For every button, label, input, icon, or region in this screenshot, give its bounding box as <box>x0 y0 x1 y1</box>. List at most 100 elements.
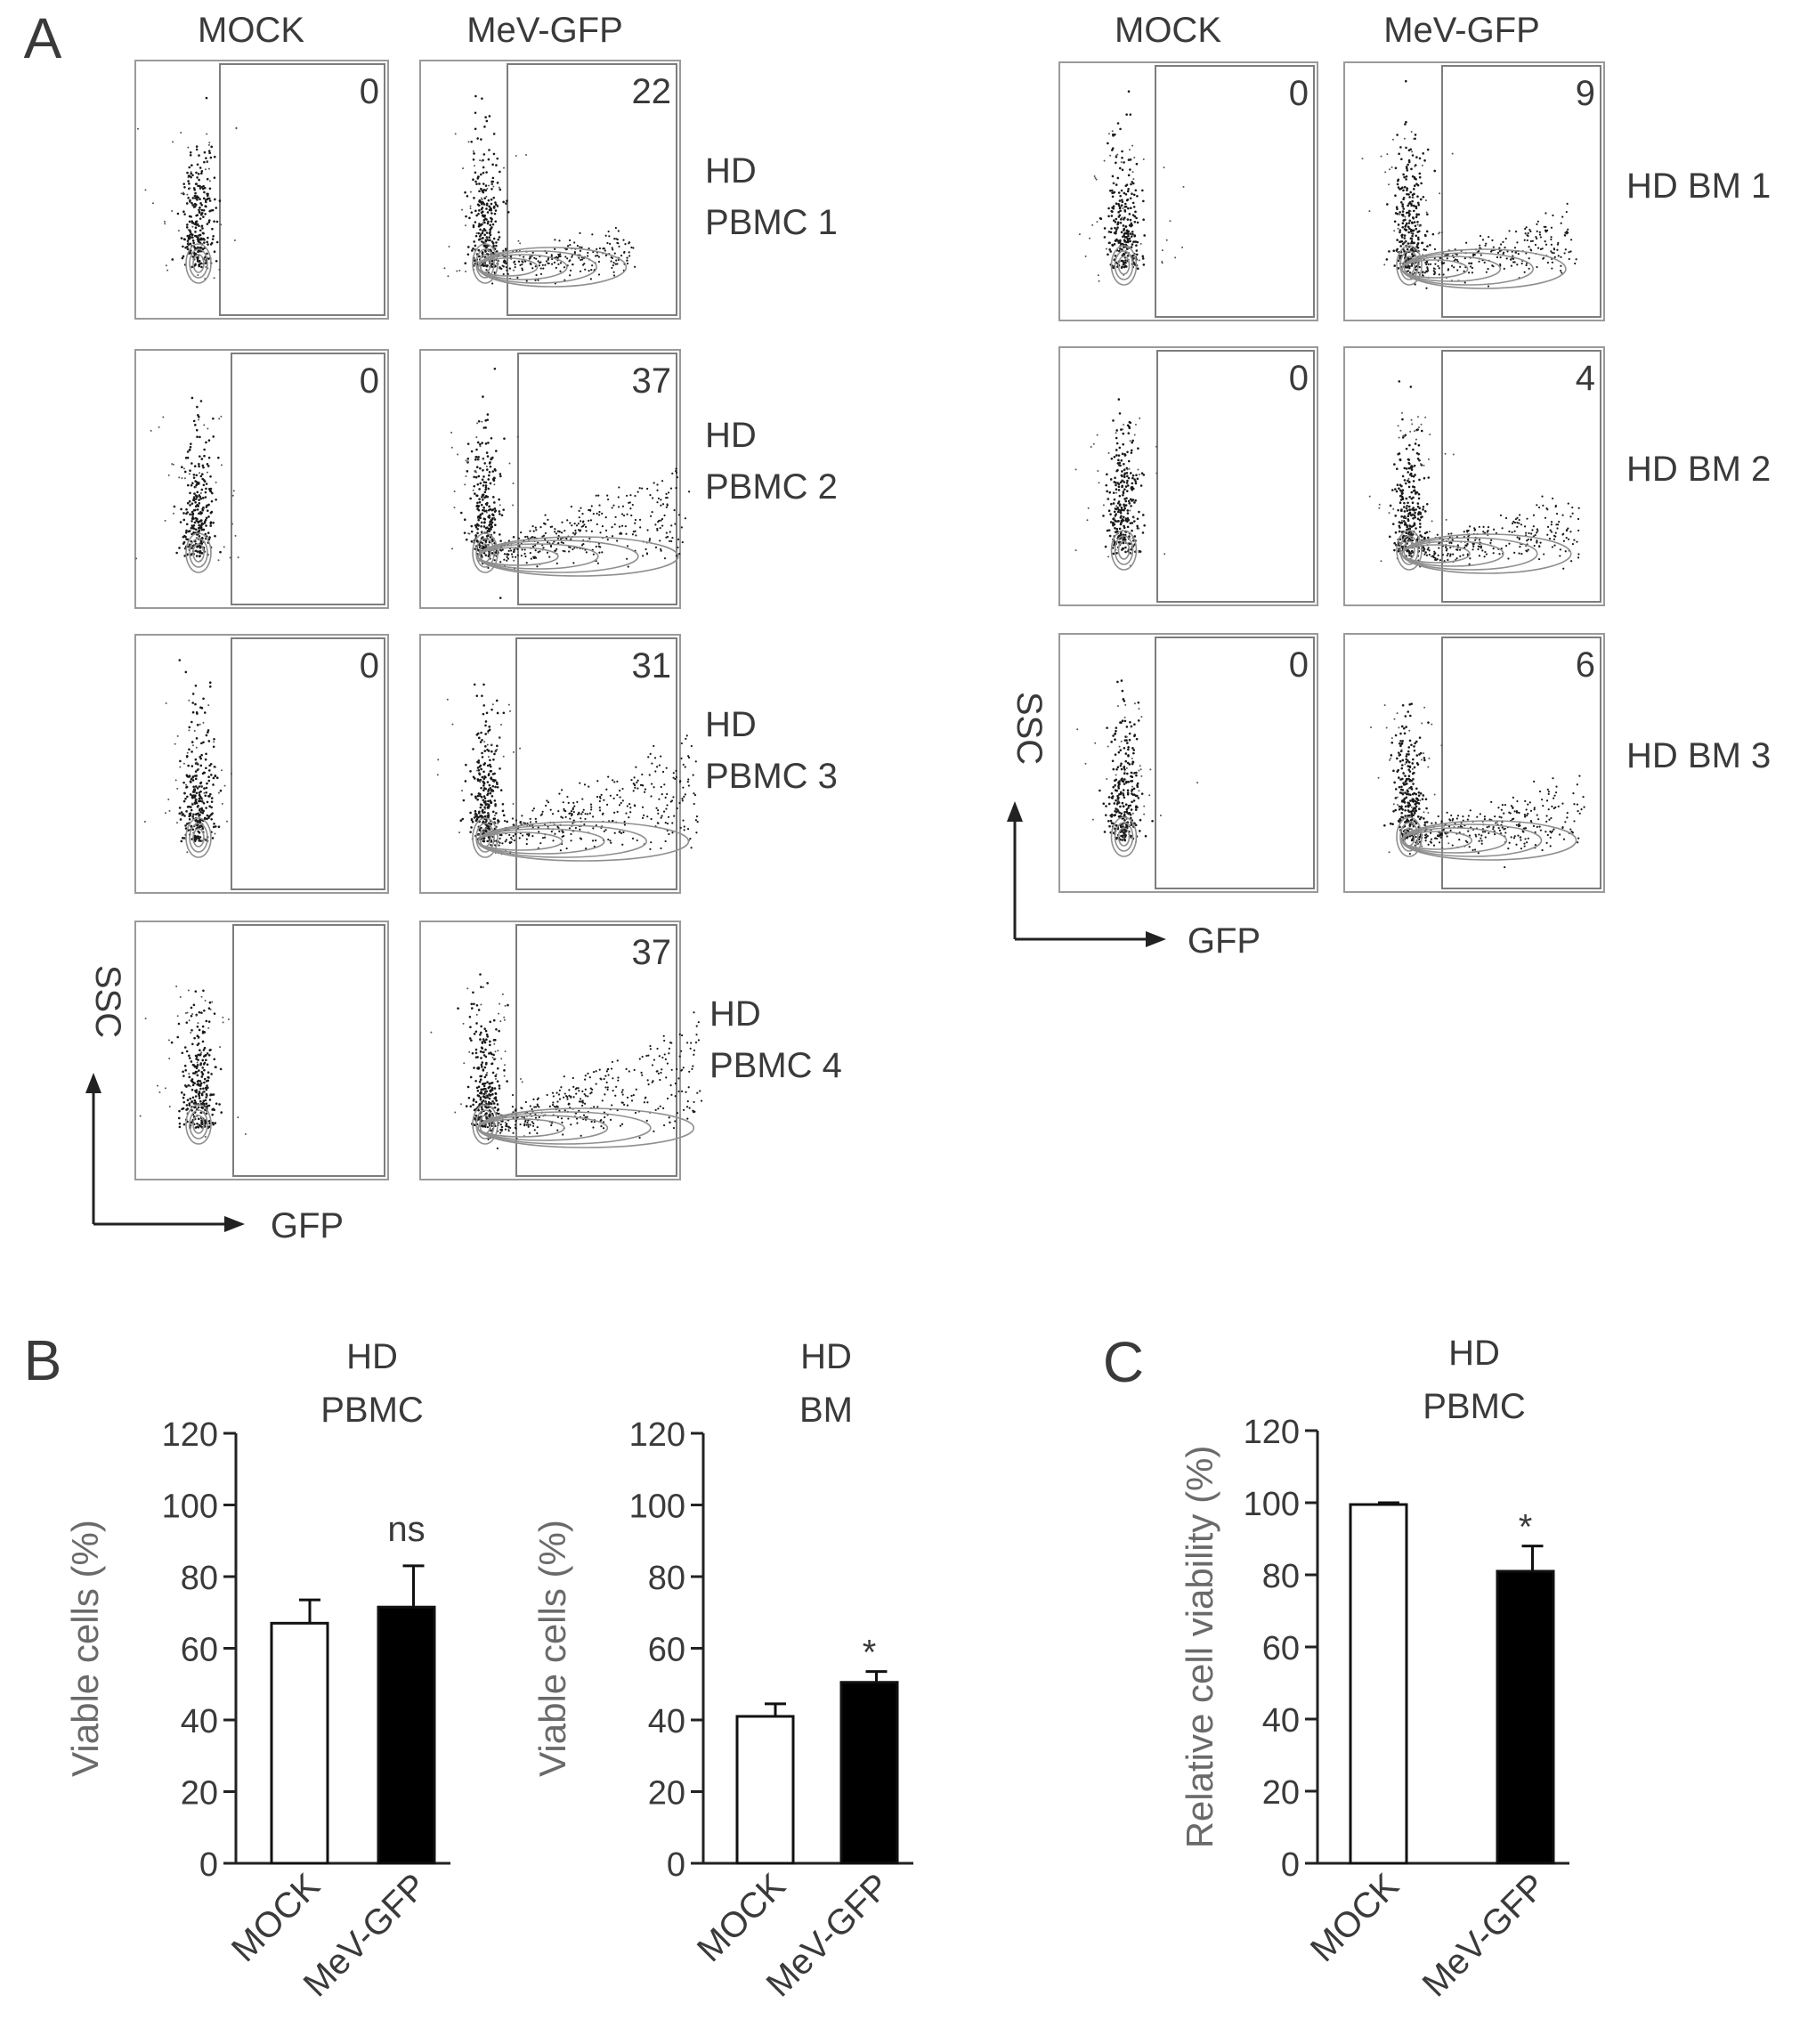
event-dot <box>1394 194 1397 198</box>
event-dot <box>575 524 579 527</box>
event-dot <box>486 187 489 190</box>
event-dot <box>208 219 211 222</box>
event-dot <box>183 470 187 474</box>
event-dot <box>1454 258 1457 261</box>
event-dot <box>198 499 200 501</box>
event-dot <box>553 1105 555 1108</box>
event-dot <box>172 141 174 143</box>
event-dot <box>436 774 439 776</box>
event-dot <box>207 531 210 534</box>
event-dot <box>566 257 569 260</box>
event-dot <box>1415 215 1418 219</box>
event-dot <box>569 817 572 820</box>
event-dot <box>203 448 206 451</box>
event-dot <box>659 1105 661 1107</box>
event-dot <box>199 755 202 758</box>
event-dot <box>478 224 481 227</box>
event-dot <box>656 822 659 824</box>
event-dot <box>207 1007 211 1010</box>
event-dot <box>1415 205 1418 208</box>
event-dot <box>1416 195 1419 198</box>
event-dot <box>514 266 516 269</box>
event-dot <box>199 208 201 211</box>
event-dot <box>180 132 182 134</box>
event-dot <box>1385 258 1389 261</box>
event-dot <box>208 536 211 539</box>
event-dot <box>1402 207 1406 210</box>
event-dot <box>1138 551 1140 554</box>
event-dot <box>202 209 206 212</box>
event-dot <box>195 1058 198 1060</box>
event-dot <box>537 279 539 281</box>
event-dot <box>465 215 467 218</box>
event-dot <box>581 513 584 515</box>
event-dot <box>514 1126 517 1129</box>
event-dot <box>1138 510 1140 514</box>
event-dot <box>555 1091 558 1094</box>
event-dot <box>496 1108 499 1112</box>
event-dot <box>215 498 217 501</box>
event-dot <box>559 849 562 852</box>
event-dot <box>601 551 604 554</box>
event-dot <box>547 518 549 521</box>
event-dot <box>498 1012 500 1015</box>
event-dot <box>508 833 511 836</box>
event-dot <box>555 1105 558 1107</box>
event-dot <box>199 1111 203 1115</box>
event-dot <box>469 1026 472 1029</box>
event-dot <box>1115 436 1118 440</box>
event-dot <box>529 256 531 258</box>
event-dot <box>195 495 199 498</box>
event-dot <box>184 824 187 827</box>
event-dot <box>491 703 494 706</box>
contour-line <box>192 828 205 848</box>
event-dot <box>482 777 486 781</box>
event-dot <box>654 1108 657 1111</box>
event-dot <box>661 1056 664 1059</box>
event-dot <box>1115 527 1119 531</box>
event-dot <box>188 726 191 729</box>
event-dot <box>634 1111 637 1115</box>
event-dot <box>473 240 475 243</box>
event-dot <box>1122 207 1124 209</box>
event-dot <box>204 1054 207 1057</box>
event-dot <box>477 175 480 178</box>
event-dot <box>527 1125 530 1128</box>
event-dot <box>582 808 585 811</box>
event-dot <box>178 659 182 661</box>
event-dot <box>208 805 211 808</box>
event-dot <box>493 1106 497 1109</box>
event-dot <box>603 799 605 801</box>
event-dot <box>579 270 582 272</box>
event-dot <box>492 1102 496 1105</box>
event-dot <box>1487 268 1489 271</box>
event-dot <box>1395 206 1399 208</box>
event-dot <box>491 180 493 183</box>
event-dot <box>476 794 480 798</box>
event-dot <box>139 1115 142 1117</box>
event-dot <box>699 1090 701 1092</box>
event-dot <box>1123 424 1125 426</box>
event-dot <box>494 844 497 847</box>
event-dot <box>485 1038 488 1042</box>
event-dot <box>474 525 478 529</box>
event-dot <box>613 252 616 255</box>
contour-line <box>185 243 212 284</box>
event-dot <box>1116 510 1120 514</box>
event-dot <box>536 565 539 568</box>
event-dot <box>190 777 193 781</box>
event-dot <box>192 187 196 190</box>
event-dot <box>483 508 486 511</box>
event-dot <box>515 819 518 822</box>
event-dot <box>612 1077 614 1080</box>
event-dot <box>1478 260 1480 263</box>
event-dot <box>192 473 196 476</box>
event-dot <box>481 199 483 201</box>
event-dot <box>481 556 483 558</box>
event-dot <box>474 180 477 183</box>
event-dot <box>1115 154 1117 157</box>
event-dot <box>491 518 493 522</box>
event-dot <box>167 1039 170 1042</box>
event-dot <box>198 259 201 263</box>
event-dot <box>186 851 189 854</box>
